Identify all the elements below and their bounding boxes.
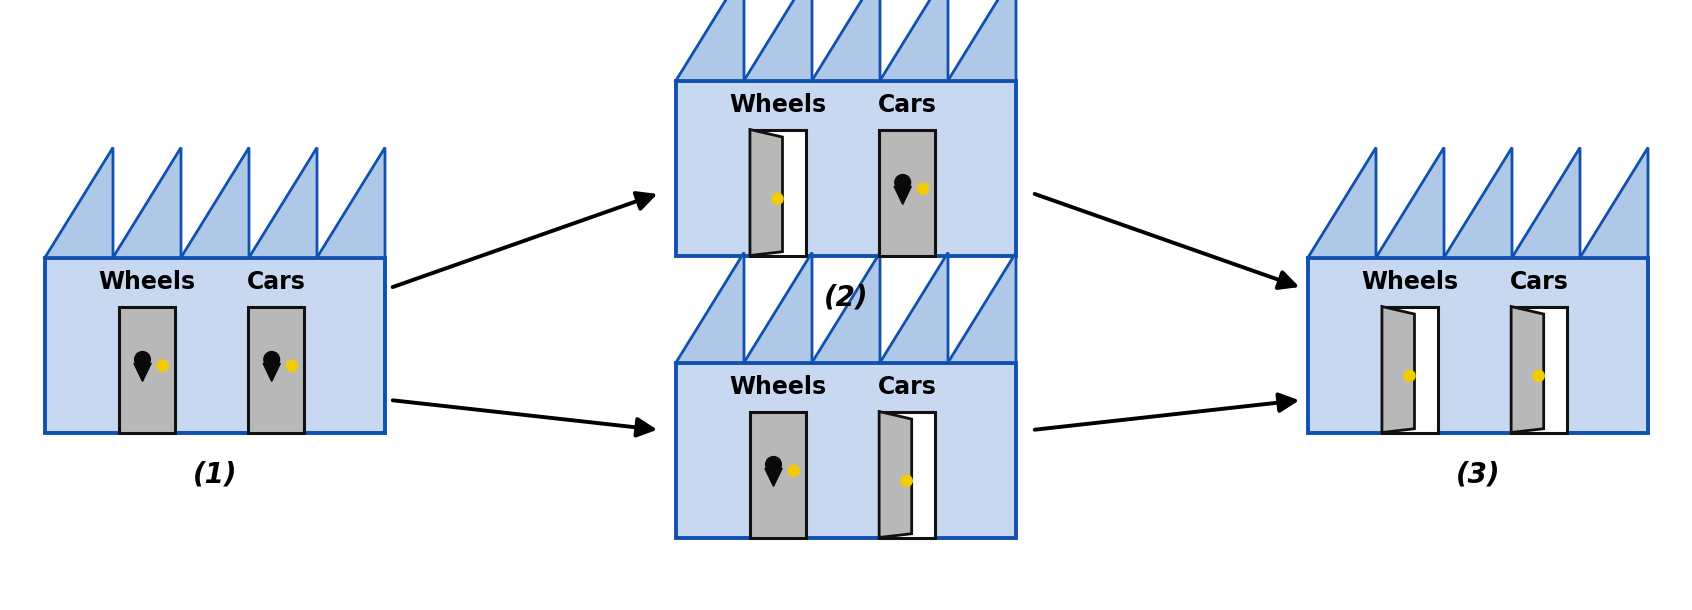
Polygon shape	[750, 129, 782, 256]
Polygon shape	[677, 253, 744, 362]
Polygon shape	[134, 364, 151, 381]
Text: Wheels: Wheels	[729, 375, 827, 399]
FancyBboxPatch shape	[677, 81, 1015, 256]
Text: (2): (2)	[824, 284, 868, 312]
Polygon shape	[262, 364, 281, 381]
Polygon shape	[744, 253, 812, 362]
FancyBboxPatch shape	[750, 412, 805, 537]
Circle shape	[157, 360, 168, 371]
Circle shape	[1404, 370, 1415, 381]
Polygon shape	[812, 0, 880, 81]
Polygon shape	[1511, 306, 1543, 432]
FancyBboxPatch shape	[249, 306, 305, 432]
Polygon shape	[880, 412, 912, 537]
Text: Wheels: Wheels	[729, 93, 827, 117]
Polygon shape	[893, 186, 912, 204]
FancyBboxPatch shape	[1382, 306, 1438, 432]
Text: Cars: Cars	[247, 270, 306, 294]
Circle shape	[772, 193, 783, 204]
Polygon shape	[249, 148, 316, 257]
Polygon shape	[1443, 148, 1513, 257]
FancyBboxPatch shape	[880, 412, 936, 537]
FancyBboxPatch shape	[118, 306, 174, 432]
Polygon shape	[765, 468, 782, 486]
Polygon shape	[1513, 148, 1580, 257]
Circle shape	[286, 360, 298, 371]
Circle shape	[895, 174, 910, 190]
Polygon shape	[880, 0, 948, 81]
Polygon shape	[744, 0, 812, 81]
FancyBboxPatch shape	[1511, 306, 1567, 432]
Circle shape	[902, 475, 912, 486]
FancyBboxPatch shape	[46, 257, 386, 432]
Circle shape	[788, 465, 799, 476]
Text: Cars: Cars	[878, 93, 937, 117]
Polygon shape	[812, 253, 880, 362]
Polygon shape	[1580, 148, 1648, 257]
Polygon shape	[880, 253, 948, 362]
Text: (3): (3)	[1455, 461, 1501, 489]
Polygon shape	[677, 0, 744, 81]
Circle shape	[264, 351, 279, 367]
Polygon shape	[1382, 306, 1415, 432]
Text: (1): (1)	[193, 461, 237, 489]
Text: Cars: Cars	[1509, 270, 1568, 294]
Circle shape	[766, 456, 782, 472]
FancyBboxPatch shape	[750, 129, 805, 256]
Polygon shape	[181, 148, 249, 257]
Polygon shape	[113, 148, 181, 257]
Polygon shape	[46, 148, 113, 257]
FancyBboxPatch shape	[1308, 257, 1648, 432]
Circle shape	[1533, 370, 1545, 381]
FancyBboxPatch shape	[677, 362, 1015, 537]
Circle shape	[135, 351, 151, 367]
Text: Wheels: Wheels	[1362, 270, 1459, 294]
Circle shape	[917, 183, 929, 195]
Text: Wheels: Wheels	[98, 270, 196, 294]
Polygon shape	[948, 0, 1015, 81]
Polygon shape	[316, 148, 386, 257]
Polygon shape	[1308, 148, 1376, 257]
Text: Cars: Cars	[878, 375, 937, 399]
Polygon shape	[948, 253, 1015, 362]
FancyBboxPatch shape	[880, 129, 936, 256]
Polygon shape	[1376, 148, 1443, 257]
